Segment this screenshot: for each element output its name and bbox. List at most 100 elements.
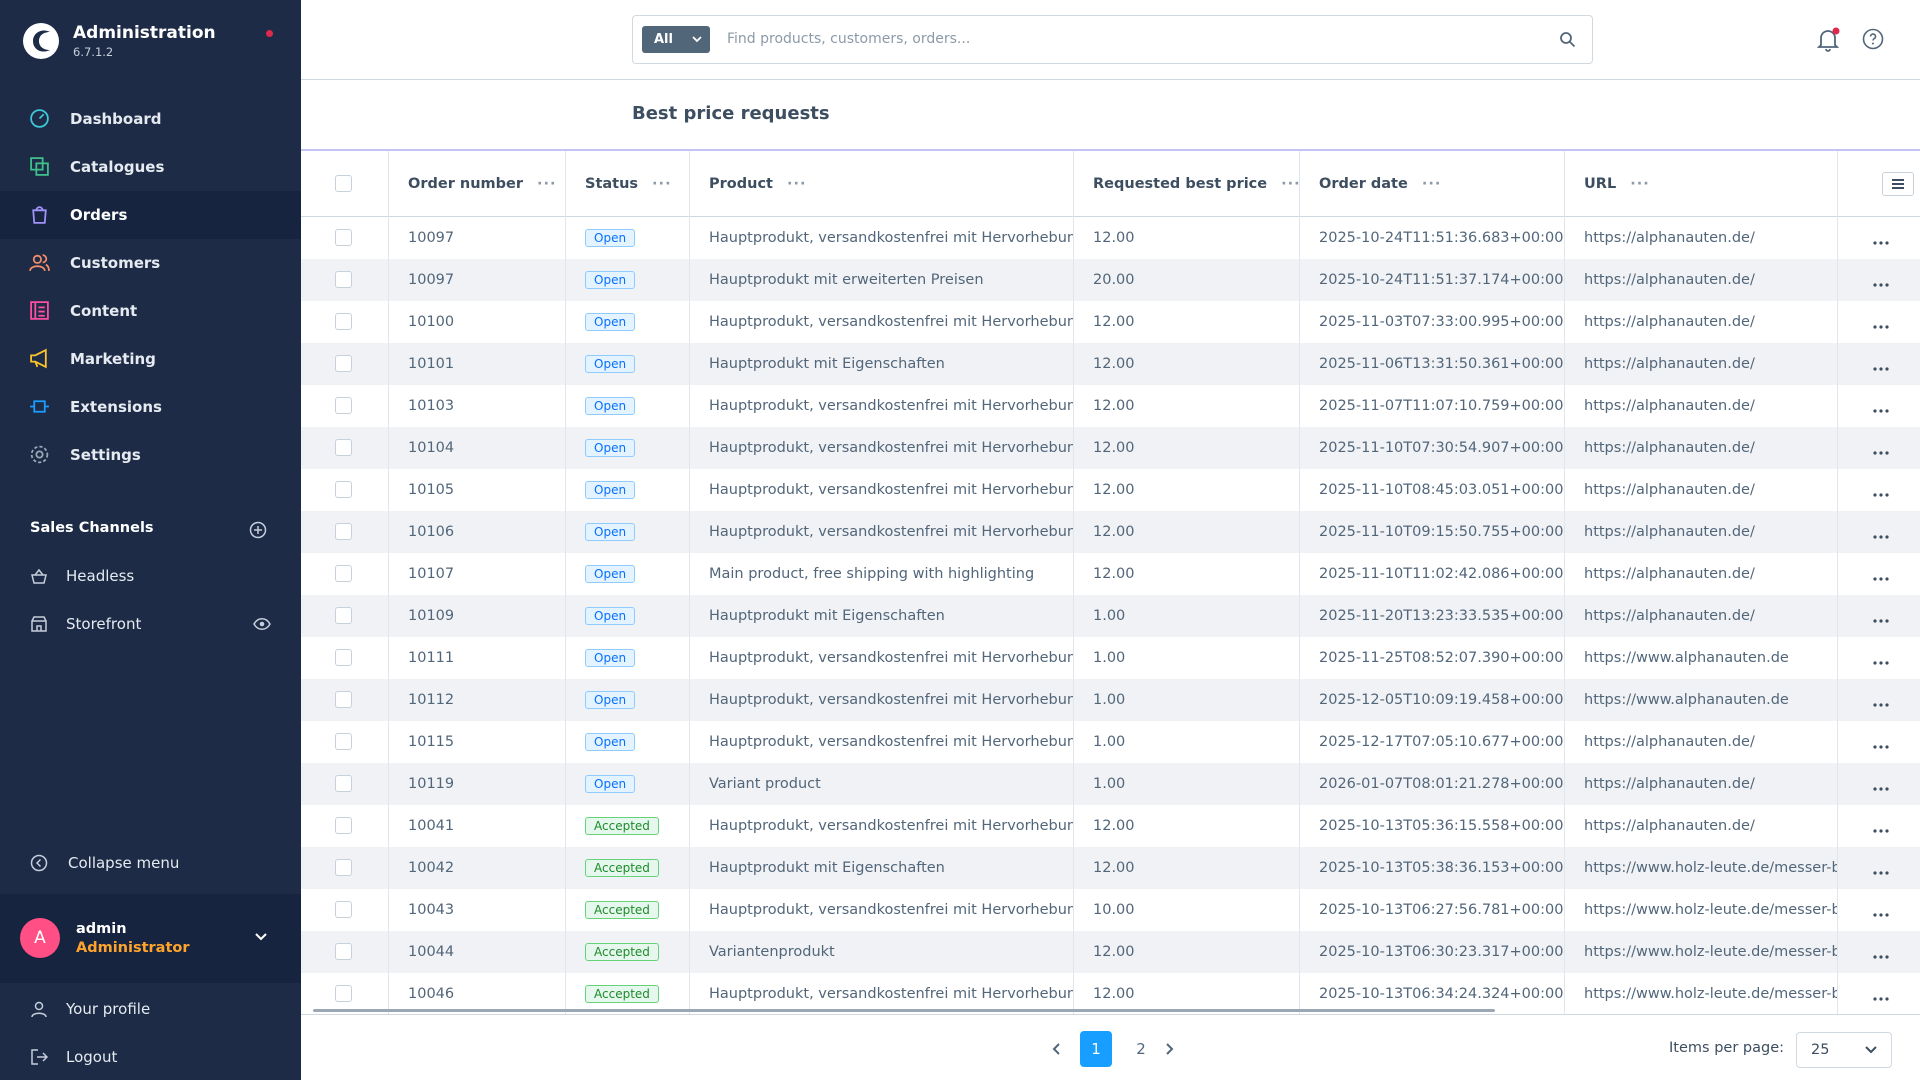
page-button[interactable]: 1 bbox=[1080, 1031, 1112, 1067]
nav-item[interactable]: Orders bbox=[0, 191, 301, 239]
row-checkbox[interactable] bbox=[335, 481, 352, 498]
row-actions[interactable] bbox=[1866, 653, 1896, 665]
column-header[interactable]: URL ··· bbox=[1564, 151, 1837, 217]
column-menu[interactable]: ··· bbox=[1421, 176, 1442, 192]
row-actions[interactable] bbox=[1866, 275, 1896, 287]
row-checkbox[interactable] bbox=[335, 229, 352, 246]
row-actions[interactable] bbox=[1866, 359, 1896, 371]
notifications[interactable] bbox=[1816, 27, 1840, 53]
cell-text: https://alphanauten.de/ bbox=[1584, 524, 1755, 540]
table-cell: 1.00 bbox=[1073, 763, 1299, 805]
row-checkbox[interactable] bbox=[335, 859, 352, 876]
row-checkbox[interactable] bbox=[335, 439, 352, 456]
row-actions[interactable] bbox=[1866, 443, 1896, 455]
table-cell: 2025-10-13T06:27:56.781+00:00 bbox=[1299, 889, 1564, 931]
nav-item[interactable]: Dashboard bbox=[0, 95, 301, 143]
row-checkbox[interactable] bbox=[335, 733, 352, 750]
row-checkbox[interactable] bbox=[335, 313, 352, 330]
search-icon[interactable] bbox=[1559, 31, 1576, 48]
row-checkbox[interactable] bbox=[335, 901, 352, 918]
next-page[interactable] bbox=[1163, 1042, 1175, 1056]
row-checkbox[interactable] bbox=[335, 523, 352, 540]
row-actions[interactable] bbox=[1866, 527, 1896, 539]
nav-item[interactable]: Settings bbox=[0, 431, 301, 479]
row-checkbox[interactable] bbox=[335, 565, 352, 582]
row-actions[interactable] bbox=[1866, 905, 1896, 917]
cell-text: 1.00 bbox=[1093, 608, 1126, 624]
column-header[interactable]: Order number ··· bbox=[388, 151, 565, 217]
scrollbar[interactable] bbox=[313, 1009, 1495, 1012]
nav-item[interactable]: Extensions bbox=[0, 383, 301, 431]
collapse-menu[interactable]: Collapse menu bbox=[0, 839, 301, 887]
column-header[interactable]: Status ··· bbox=[565, 151, 689, 217]
cell-text: https://alphanauten.de/ bbox=[1584, 398, 1755, 414]
nav-item[interactable]: Marketing bbox=[0, 335, 301, 383]
nav-item[interactable]: Customers bbox=[0, 239, 301, 287]
table-cell: 10101 bbox=[388, 343, 565, 385]
row-actions[interactable] bbox=[1866, 401, 1896, 413]
select-all[interactable] bbox=[335, 175, 352, 192]
column-header[interactable]: Order date ··· bbox=[1299, 151, 1564, 217]
table-cell: Open bbox=[565, 679, 689, 721]
logout-link[interactable]: Logout bbox=[0, 1033, 301, 1081]
table-cell: Hauptprodukt, versandkostenfrei mit Herv… bbox=[689, 721, 1073, 763]
column-menu[interactable]: ··· bbox=[1281, 176, 1299, 192]
column-menu[interactable]: ··· bbox=[652, 176, 672, 192]
nav-label: Customers bbox=[70, 254, 161, 272]
table-cell: 10097 bbox=[388, 259, 565, 301]
cell-text: 12.00 bbox=[1093, 314, 1135, 330]
table-cell: 12.00 bbox=[1073, 217, 1299, 259]
row-checkbox[interactable] bbox=[335, 649, 352, 666]
row-actions[interactable] bbox=[1866, 317, 1896, 329]
cell-text: 2025-10-13T06:27:56.781+00:00 bbox=[1319, 902, 1564, 918]
row-actions[interactable] bbox=[1866, 233, 1896, 245]
row-checkbox[interactable] bbox=[335, 943, 352, 960]
row-actions[interactable] bbox=[1866, 947, 1896, 959]
items-per-page-select[interactable]: 25 bbox=[1796, 1032, 1892, 1068]
column-menu[interactable]: ··· bbox=[1630, 176, 1650, 192]
row-checkbox[interactable] bbox=[335, 607, 352, 624]
row-checkbox[interactable] bbox=[335, 985, 352, 1002]
row-actions[interactable] bbox=[1866, 695, 1896, 707]
column-menu[interactable]: ··· bbox=[786, 176, 807, 192]
row-actions[interactable] bbox=[1866, 821, 1896, 833]
column-header[interactable]: Product ··· bbox=[689, 151, 1073, 217]
nav-label: Settings bbox=[70, 446, 141, 464]
row-actions[interactable] bbox=[1866, 863, 1896, 875]
cell-text: 12.00 bbox=[1093, 482, 1135, 498]
search-scope[interactable]: All bbox=[642, 26, 710, 53]
help[interactable] bbox=[1862, 28, 1884, 50]
row-checkbox[interactable] bbox=[335, 775, 352, 792]
row-actions[interactable] bbox=[1866, 779, 1896, 791]
row-actions[interactable] bbox=[1866, 569, 1896, 581]
profile-link[interactable]: Your profile bbox=[0, 985, 301, 1033]
column-menu[interactable]: ··· bbox=[537, 176, 557, 192]
table-cell: 1.00 bbox=[1073, 637, 1299, 679]
nav-item[interactable]: Content bbox=[0, 287, 301, 335]
table-cell: Hauptprodukt, versandkostenfrei mit Herv… bbox=[689, 973, 1073, 1015]
status-badge: Open bbox=[585, 691, 636, 709]
nav-storefront[interactable]: Storefront bbox=[0, 600, 301, 648]
column-header[interactable]: Requested best price ··· bbox=[1073, 151, 1299, 217]
nav-item[interactable]: Catalogues bbox=[0, 143, 301, 191]
search-box[interactable]: All Find products, customers, orders... bbox=[632, 15, 1593, 64]
add-channel[interactable] bbox=[249, 521, 267, 539]
row-actions[interactable] bbox=[1866, 485, 1896, 497]
nav-headless[interactable]: Headless bbox=[0, 552, 301, 600]
page-button[interactable]: 2 bbox=[1136, 1040, 1146, 1058]
user-panel[interactable]: A admin Administrator bbox=[0, 894, 301, 983]
row-actions[interactable] bbox=[1866, 611, 1896, 623]
table-cell: Hauptprodukt, versandkostenfrei mit Herv… bbox=[689, 217, 1073, 259]
row-checkbox[interactable] bbox=[335, 355, 352, 372]
column-settings[interactable] bbox=[1882, 172, 1914, 196]
row-checkbox[interactable] bbox=[335, 817, 352, 834]
row-actions[interactable] bbox=[1866, 989, 1896, 1001]
row-checkbox[interactable] bbox=[335, 691, 352, 708]
cell-text: 10100 bbox=[408, 314, 455, 330]
prev-page[interactable] bbox=[1051, 1042, 1063, 1056]
row-actions[interactable] bbox=[1866, 737, 1896, 749]
row-checkbox[interactable] bbox=[335, 271, 352, 288]
row-checkbox[interactable] bbox=[335, 397, 352, 414]
table-cell: https://alphanauten.de/ bbox=[1564, 763, 1837, 805]
search-placeholder: Find products, customers, orders... bbox=[727, 31, 971, 47]
